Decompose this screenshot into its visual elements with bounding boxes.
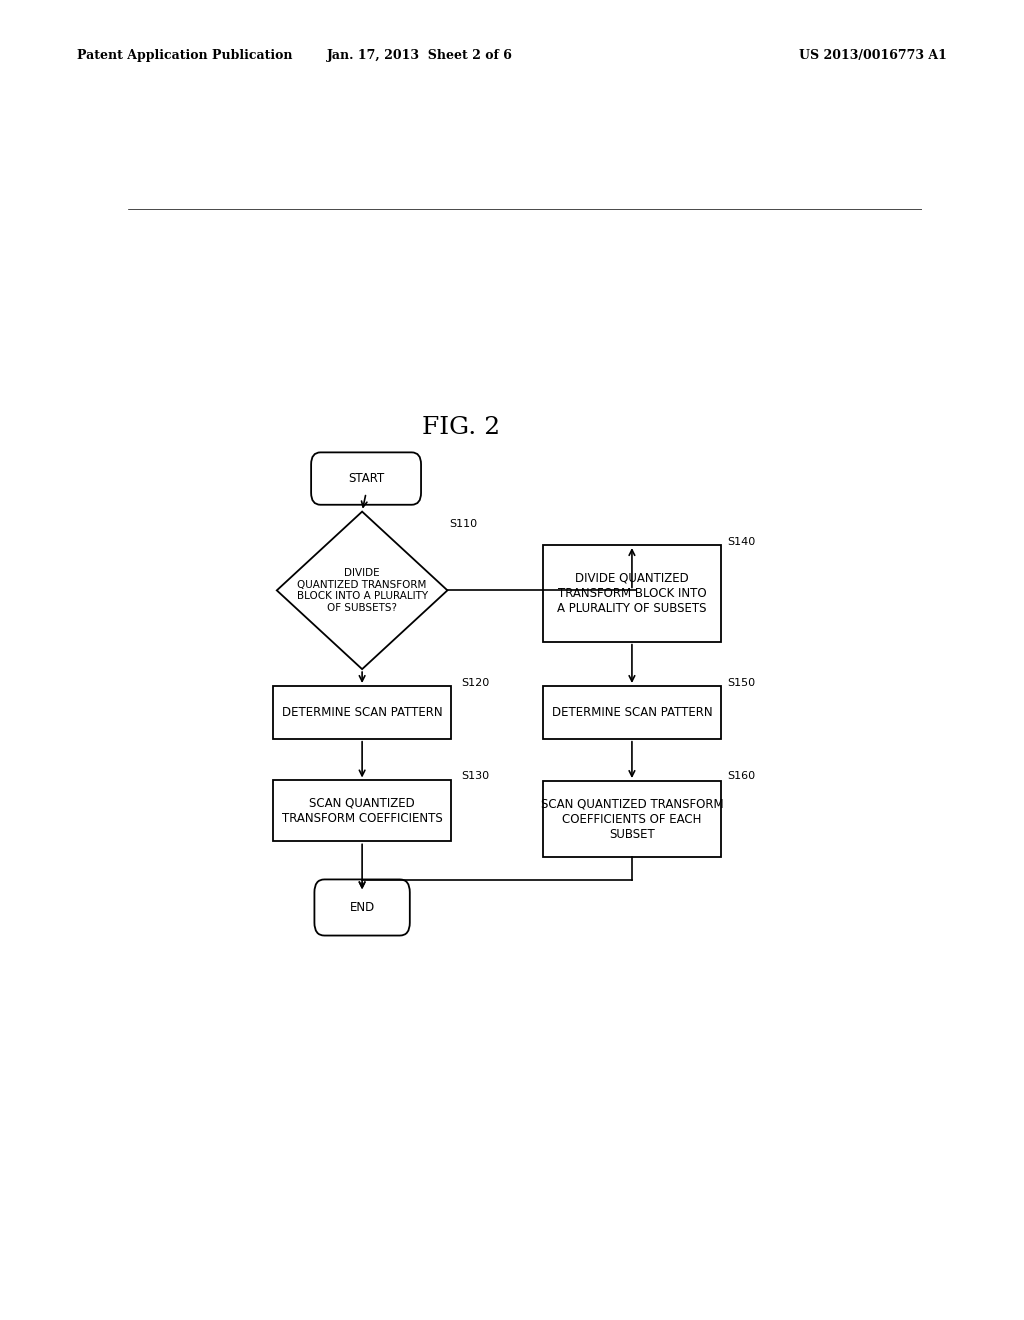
Polygon shape (276, 512, 447, 669)
FancyBboxPatch shape (314, 879, 410, 936)
Text: S140: S140 (727, 537, 756, 546)
Text: DIVIDE QUANTIZED
TRANSFORM BLOCK INTO
A PLURALITY OF SUBSETS: DIVIDE QUANTIZED TRANSFORM BLOCK INTO A … (557, 572, 707, 615)
Bar (543, 781, 721, 857)
Text: DETERMINE SCAN PATTERN: DETERMINE SCAN PATTERN (552, 706, 713, 719)
Text: S150: S150 (727, 678, 756, 688)
Text: S160: S160 (727, 771, 756, 781)
Text: DIVIDE
QUANTIZED TRANSFORM
BLOCK INTO A PLURALITY
OF SUBSETS?: DIVIDE QUANTIZED TRANSFORM BLOCK INTO A … (297, 568, 428, 612)
Text: US 2013/0016773 A1: US 2013/0016773 A1 (800, 49, 947, 62)
Bar (272, 780, 452, 841)
Text: END: END (349, 902, 375, 913)
Bar (543, 686, 721, 739)
Text: SCAN QUANTIZED
TRANSFORM COEFFICIENTS: SCAN QUANTIZED TRANSFORM COEFFICIENTS (282, 797, 442, 825)
Text: S120: S120 (461, 678, 489, 688)
Text: FIG. 2: FIG. 2 (422, 416, 501, 440)
Bar (272, 686, 452, 739)
Text: DETERMINE SCAN PATTERN: DETERMINE SCAN PATTERN (282, 706, 442, 719)
Text: Patent Application Publication: Patent Application Publication (77, 49, 292, 62)
Text: S110: S110 (450, 519, 477, 529)
Text: SCAN QUANTIZED TRANSFORM
COEFFICIENTS OF EACH
SUBSET: SCAN QUANTIZED TRANSFORM COEFFICIENTS OF… (541, 797, 723, 841)
Text: Jan. 17, 2013  Sheet 2 of 6: Jan. 17, 2013 Sheet 2 of 6 (327, 49, 513, 62)
Text: START: START (348, 473, 384, 484)
Bar (543, 545, 721, 642)
Text: S130: S130 (461, 771, 489, 781)
FancyBboxPatch shape (311, 453, 421, 504)
